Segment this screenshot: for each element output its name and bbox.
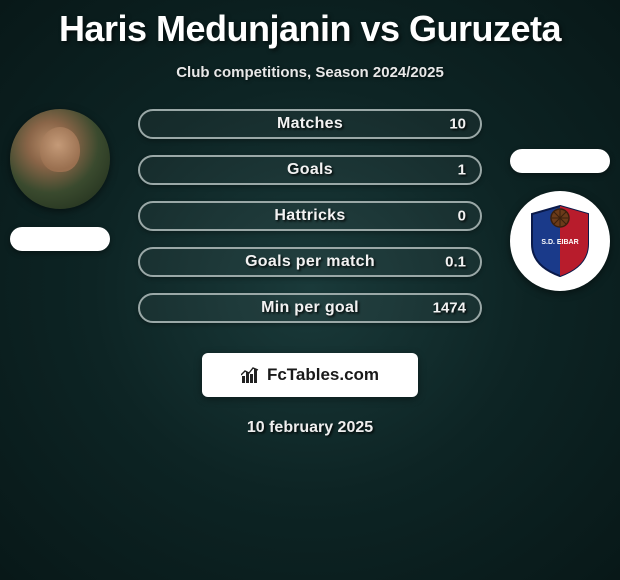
comparison-area: Matches 10 Goals 1 Hattricks 0 Goals per… bbox=[0, 109, 620, 339]
stat-right-value: 1 bbox=[458, 162, 466, 179]
logo-text: FcTables.com bbox=[267, 365, 379, 385]
date-label: 10 february 2025 bbox=[0, 419, 620, 437]
page-title: Haris Medunjanin vs Guruzeta bbox=[0, 8, 620, 50]
subtitle: Club competitions, Season 2024/2025 bbox=[0, 64, 620, 81]
stats-list: Matches 10 Goals 1 Hattricks 0 Goals per… bbox=[138, 109, 482, 339]
player-left-photo bbox=[10, 109, 110, 209]
stat-row-hattricks: Hattricks 0 bbox=[138, 201, 482, 231]
stat-row-min-per-goal: Min per goal 1474 bbox=[138, 293, 482, 323]
stat-right-value: 0 bbox=[458, 208, 466, 225]
player-left-column bbox=[10, 109, 110, 251]
stat-label: Goals bbox=[287, 161, 333, 179]
stat-label: Hattricks bbox=[274, 207, 345, 225]
player-right-club-badge: S.D. EIBAR bbox=[510, 191, 610, 291]
bar-chart-icon bbox=[241, 366, 261, 384]
stat-row-goals: Goals 1 bbox=[138, 155, 482, 185]
svg-text:S.D. EIBAR: S.D. EIBAR bbox=[541, 239, 578, 246]
stat-label: Min per goal bbox=[261, 299, 359, 317]
stat-row-goals-per-match: Goals per match 0.1 bbox=[138, 247, 482, 277]
eibar-shield-icon: S.D. EIBAR bbox=[528, 204, 592, 278]
fctables-logo[interactable]: FcTables.com bbox=[202, 353, 418, 397]
stat-right-value: 0.1 bbox=[445, 254, 466, 271]
stat-label: Goals per match bbox=[245, 253, 375, 271]
player-right-column: S.D. EIBAR bbox=[510, 149, 610, 291]
stat-label: Matches bbox=[277, 115, 343, 133]
player-left-flag-pill bbox=[10, 227, 110, 251]
stat-right-value: 10 bbox=[449, 116, 466, 133]
stat-right-value: 1474 bbox=[433, 300, 466, 317]
stat-row-matches: Matches 10 bbox=[138, 109, 482, 139]
player-right-flag-pill bbox=[510, 149, 610, 173]
